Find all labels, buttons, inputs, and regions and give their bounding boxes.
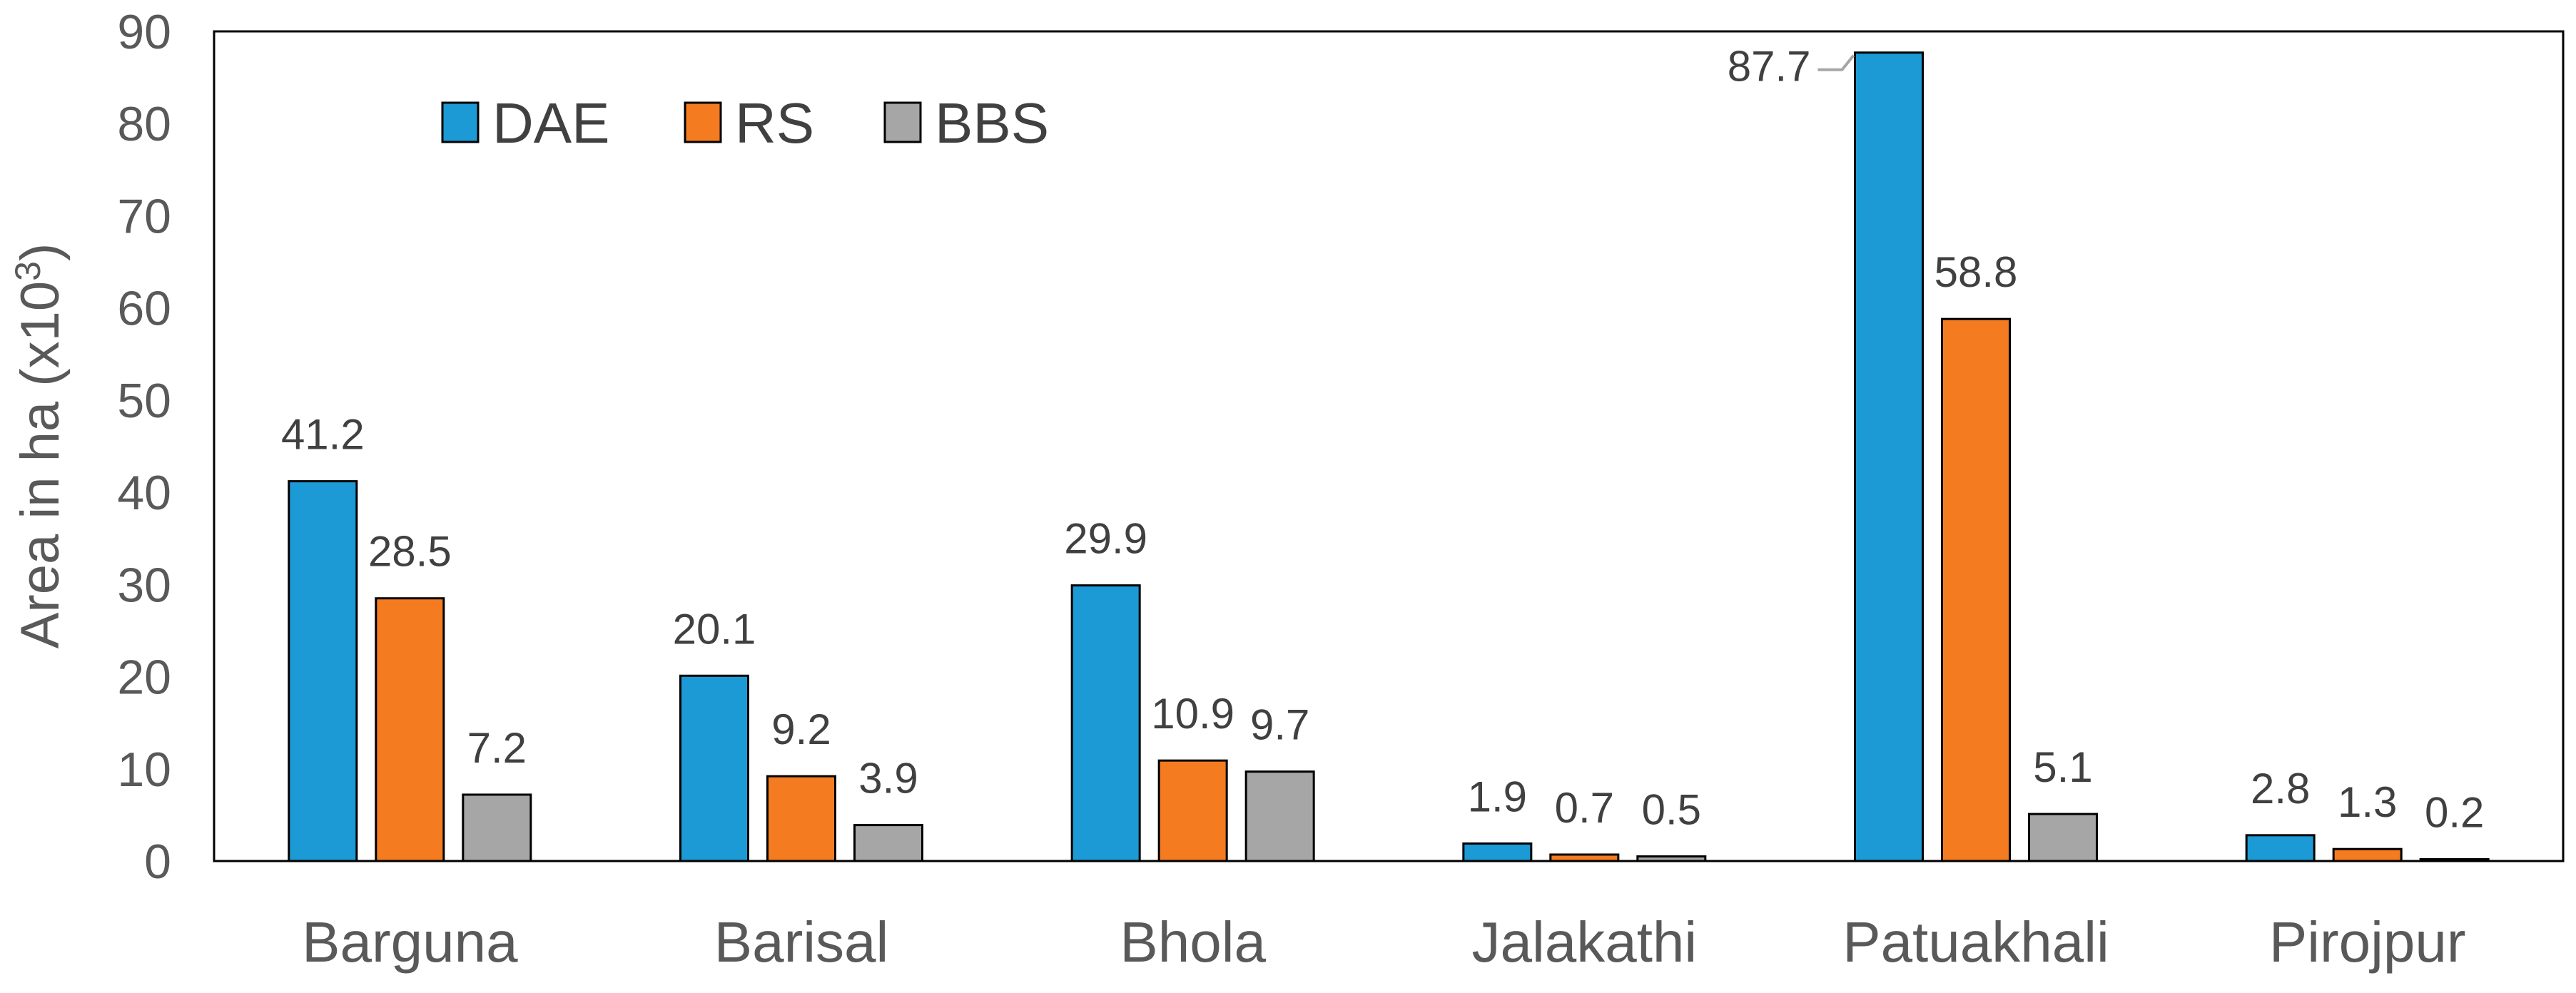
bar-bbs xyxy=(1636,855,1707,862)
plot-frame xyxy=(213,30,2565,862)
y-tick-label: 40 xyxy=(117,466,171,520)
bar-rs xyxy=(1549,853,1620,862)
legend-swatch-dae xyxy=(441,101,480,143)
data-label: 1.9 xyxy=(1468,773,1527,820)
bar-dae xyxy=(2245,834,2316,862)
bar-bbs xyxy=(2419,857,2490,862)
data-label: 5.1 xyxy=(2033,743,2092,791)
y-tick-label: 80 xyxy=(117,97,171,151)
bar-bbs xyxy=(462,793,532,862)
data-label: 9.7 xyxy=(1250,701,1309,749)
x-axis-categories: Barguna Barisal Bhola Jalakathi Patuakhali Pi… xyxy=(302,910,2465,974)
data-label: 3.9 xyxy=(858,755,918,803)
y-tick-label: 10 xyxy=(117,743,171,797)
legend-label-bbs: BBS xyxy=(935,91,1049,155)
data-label: 2.8 xyxy=(2251,765,2310,813)
data-label-leader-line xyxy=(1817,54,1855,71)
x-category-label: Bhola xyxy=(1120,910,1266,974)
bar-bbs xyxy=(1244,770,1315,862)
x-category-label: Patuakhali xyxy=(1842,910,2109,974)
data-label: 87.7 xyxy=(1728,43,1811,91)
data-label: 29.9 xyxy=(1064,515,1147,563)
data-labels: 41.2 28.5 7.2 20.1 9.2 3.9 29.9 10.9 9.7 1.9 0.7 0.… xyxy=(281,43,2484,837)
data-label: 58.8 xyxy=(1934,248,2018,296)
y-tick-label: 60 xyxy=(117,282,171,336)
data-label: 1.3 xyxy=(2338,778,2397,826)
y-tick-label: 20 xyxy=(117,651,171,705)
bar-bbs xyxy=(2028,813,2098,862)
bar-rs xyxy=(1941,317,2011,862)
y-tick-label: 50 xyxy=(117,374,171,428)
bars xyxy=(288,51,2490,862)
y-tick-label: 70 xyxy=(117,189,171,243)
bar-rs xyxy=(2332,847,2403,862)
legend-swatch-rs xyxy=(684,101,722,143)
legend-label-rs: RS xyxy=(735,91,814,155)
bar-bbs xyxy=(853,824,923,862)
y-tick-label: 90 xyxy=(117,5,171,59)
bar-dae xyxy=(679,674,749,862)
bar-rs xyxy=(375,597,445,862)
legend-label-dae: DAE xyxy=(492,91,610,155)
bar-dae xyxy=(288,480,358,862)
data-label: 20.1 xyxy=(673,605,756,653)
legend-swatch-bbs xyxy=(883,101,922,143)
y-axis-title: Area in ha (x103) xyxy=(8,243,71,649)
data-label: 0.2 xyxy=(2425,788,2484,836)
data-label: 41.2 xyxy=(281,411,365,459)
data-label: 0.7 xyxy=(1555,784,1614,832)
y-tick-label: 30 xyxy=(117,558,171,612)
data-label: 28.5 xyxy=(368,528,452,576)
x-category-label: Barisal xyxy=(714,910,889,974)
data-label: 7.2 xyxy=(467,724,527,772)
y-tick-label: 0 xyxy=(144,835,171,889)
bar-rs xyxy=(766,775,836,862)
legend: DAE RS BBS xyxy=(441,91,1049,155)
x-category-label: Pirojpur xyxy=(2269,910,2466,974)
data-label: 0.5 xyxy=(1642,786,1701,834)
data-label: 10.9 xyxy=(1151,690,1234,738)
bar-dae xyxy=(1070,584,1141,862)
data-label: 9.2 xyxy=(771,706,831,753)
bar-dae xyxy=(1854,51,1924,862)
x-category-label: Barguna xyxy=(302,910,518,974)
x-category-label: Jalakathi xyxy=(1471,910,1697,974)
y-axis-ticks: 0 10 20 30 40 50 60 70 80 90 xyxy=(117,5,171,889)
bar-dae xyxy=(1462,842,1533,862)
bar-rs xyxy=(1157,759,1228,862)
